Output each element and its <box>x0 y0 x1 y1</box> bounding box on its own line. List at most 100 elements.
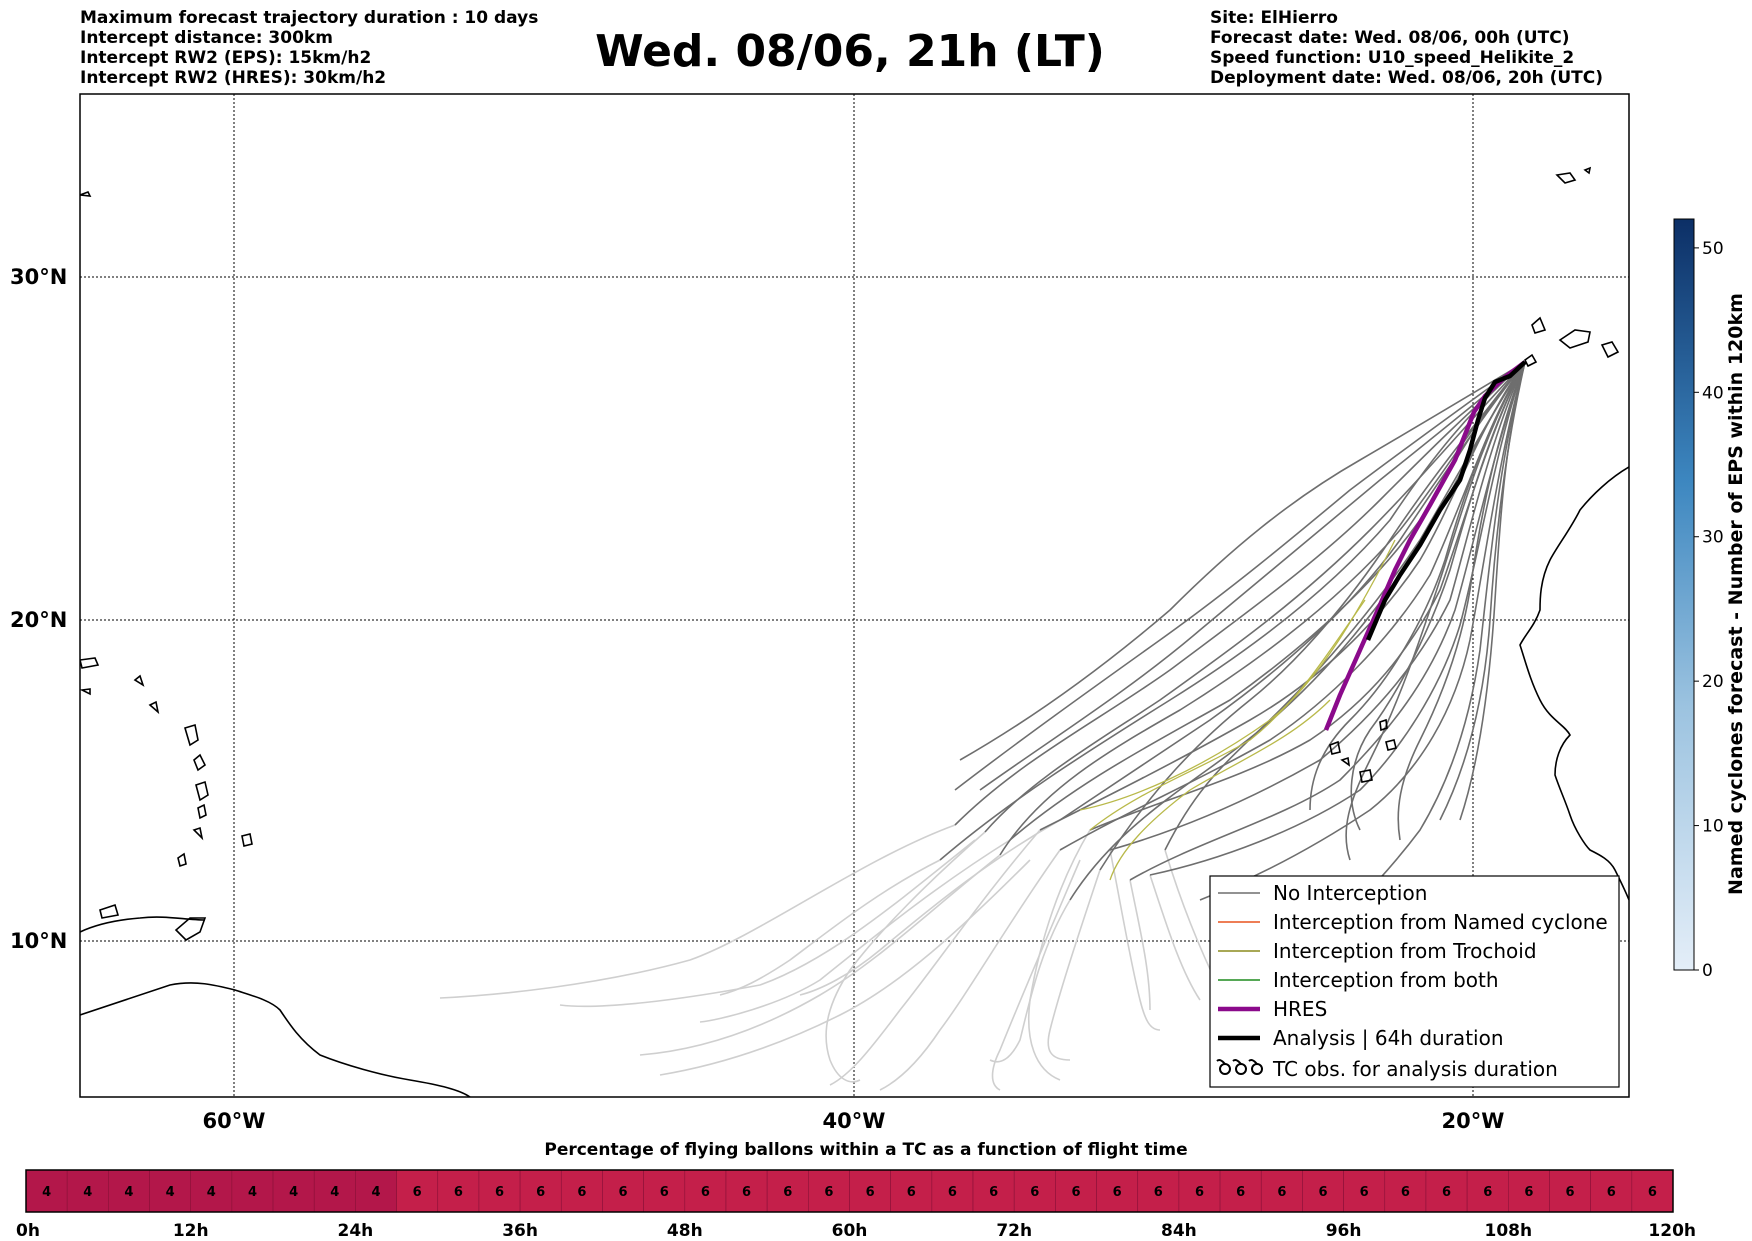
strip-cell-value: 4 <box>124 1185 133 1200</box>
strip-tick-label: 72h <box>996 1221 1032 1241</box>
colorbar-tick-label: 10 <box>1702 817 1724 837</box>
trajectory <box>1149 874 1201 1001</box>
colorbar-tick-label: 50 <box>1702 239 1724 259</box>
strip-cell <box>1590 1169 1633 1213</box>
trajectory <box>1109 361 1526 851</box>
strip-cell <box>931 1169 974 1213</box>
strip-tick-label: 24h <box>338 1221 374 1241</box>
trajectory <box>954 361 1526 791</box>
strip-cell-value: 6 <box>1360 1185 1369 1200</box>
strip-cell-value: 6 <box>1442 1185 1451 1200</box>
trajectory <box>1459 361 1526 821</box>
strip-cell <box>478 1169 521 1213</box>
trajectory <box>639 854 1001 1056</box>
island-caribbean-13 <box>99 903 120 919</box>
trajectory <box>1039 361 1526 831</box>
island-canary-1 <box>1531 316 1547 334</box>
strip-cell-value: 6 <box>1113 1185 1122 1200</box>
island-caribbean-5 <box>192 826 204 841</box>
strip-cell <box>1343 1169 1386 1213</box>
island-canary-4 <box>1523 353 1538 368</box>
strip-cell <box>108 1169 150 1213</box>
intercept-hres-text: Intercept RW2 (HRES): 30km/h2 <box>80 68 387 88</box>
trajectory <box>1397 361 1526 841</box>
legend-label-both: Interception from both <box>1273 968 1499 992</box>
strip-cell <box>1013 1169 1056 1213</box>
strip-cell <box>272 1169 315 1213</box>
lon-label-60w: 60°W <box>203 1109 266 1133</box>
coastline-trinidad <box>174 917 207 941</box>
strip-cell-value: 6 <box>1154 1185 1163 1200</box>
colorbar-tick-label: 20 <box>1702 672 1724 692</box>
island-madeira <box>1555 172 1577 184</box>
island-caribbean-12 <box>80 190 92 197</box>
strip-cell <box>1137 1169 1180 1213</box>
trajectory <box>954 361 1526 826</box>
colorbar-tick-label: 40 <box>1702 383 1724 403</box>
island-canary-2 <box>1558 329 1591 349</box>
colorbar-title: Named cyclones forecast - Number of EPS … <box>1725 293 1747 895</box>
intercept-eps-text: Intercept RW2 (EPS): 15km/h2 <box>80 48 372 68</box>
strip-cell-value: 6 <box>948 1185 957 1200</box>
colorbar-ticks: 0 10 20 30 40 50 <box>1694 239 1724 981</box>
trajectory <box>979 361 1526 791</box>
speed-function-text: Speed function: U10_speed_Helikite_2 <box>1210 48 1575 68</box>
strip-tick-label: 60h <box>832 1221 868 1241</box>
forecast-date-text: Forecast date: Wed. 08/06, 00h (UTC) <box>1210 28 1570 48</box>
legend-label-hres: HRES <box>1273 997 1327 1021</box>
trajectory <box>719 859 941 996</box>
colorbar-gradient <box>1673 218 1695 971</box>
trajectory <box>829 829 1041 1086</box>
legend-label-named-cyclone: Interception from Named cyclone <box>1273 910 1608 934</box>
strip-cell <box>1549 1169 1591 1213</box>
island-caribbean-2 <box>193 753 207 772</box>
strip-tick-label: 48h <box>667 1221 703 1241</box>
trajectory <box>989 899 1071 1063</box>
strip-tick-label: 120h <box>1648 1221 1696 1241</box>
strip-cell-value: 4 <box>371 1185 380 1200</box>
strip-cell-value: 6 <box>1648 1185 1657 1200</box>
island-cape-verde-1 <box>1379 718 1388 732</box>
colorbar-tick-label: 30 <box>1702 528 1724 548</box>
strip-cell-value: 6 <box>1195 1185 1204 1200</box>
lat-label-20n: 20°N <box>10 608 67 632</box>
strip-cell-value: 4 <box>42 1185 51 1200</box>
colorbar-tick-label: 0 <box>1702 961 1713 981</box>
trajectory <box>879 849 1061 1091</box>
map-panel: 30°N 20°N 10°N 60°W 40°W 20°W No Interce… <box>10 93 1630 1133</box>
strip-cell-value: 6 <box>1524 1185 1533 1200</box>
lat-label-10n: 10°N <box>10 929 67 953</box>
trajectory <box>559 839 976 1008</box>
strip-cell <box>1631 1169 1674 1213</box>
strip-cell <box>25 1169 68 1213</box>
strip-cell-value: 6 <box>1318 1185 1327 1200</box>
strip-tick-label: 96h <box>1326 1221 1362 1241</box>
trajectory <box>799 819 1061 996</box>
strip-cell-value: 6 <box>454 1185 463 1200</box>
strip-cell <box>313 1169 356 1213</box>
trajectory <box>1089 599 1366 831</box>
cyclone-symbols-icon <box>1216 1059 1263 1075</box>
strip-cell-value: 6 <box>1483 1185 1492 1200</box>
trajectory <box>1047 869 1101 1061</box>
strip-cell-value: 6 <box>742 1185 751 1200</box>
trajectory <box>825 831 986 1083</box>
trajectory <box>1350 361 1526 831</box>
island-cape-verde-5 <box>1340 756 1351 767</box>
strip-cell-value: 6 <box>866 1185 875 1200</box>
analysis-trajectory <box>1365 360 1527 641</box>
island-caribbean-11 <box>80 688 91 696</box>
lon-label-20w: 20°W <box>1442 1109 1505 1133</box>
legend-box <box>1209 875 1620 1088</box>
strip-cell-value: 4 <box>289 1185 298 1200</box>
island-canary-3 <box>1600 341 1620 359</box>
strip-cell-value: 6 <box>536 1185 545 1200</box>
colorbar: 0 10 20 30 40 50 Named cyclones forecast - Nu… <box>1673 218 1747 981</box>
strip-cell-value: 6 <box>619 1185 628 1200</box>
site-text: Site: ElHierro <box>1210 8 1338 28</box>
island-caribbean-6 <box>177 852 187 868</box>
strip-tick-label: 0h <box>16 1221 40 1241</box>
intercept-distance-text: Intercept distance: 300km <box>80 28 333 48</box>
graticule <box>80 94 1629 1097</box>
